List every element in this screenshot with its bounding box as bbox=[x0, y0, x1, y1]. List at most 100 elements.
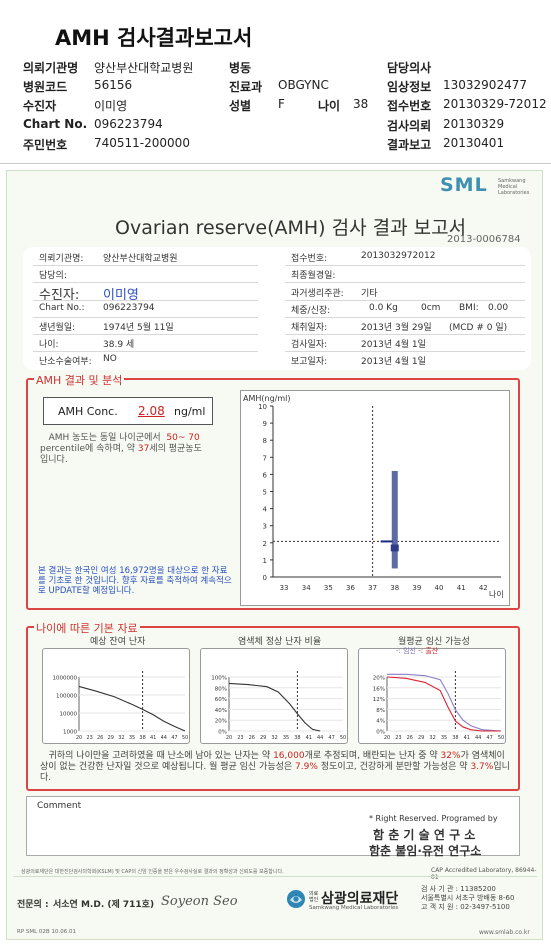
range-bar bbox=[391, 470, 398, 569]
conc-unit: ng/ml bbox=[174, 405, 206, 418]
x-tick-label: 47 bbox=[486, 735, 492, 741]
x-tick-label: 23 bbox=[395, 735, 401, 741]
summary-3: 가 염색체이상이 없는 건강한 난자일 것으로 예상됩니다. 월 평균 임신 가… bbox=[40, 751, 505, 772]
summary-5: 입니다. bbox=[40, 762, 510, 783]
footer-divider bbox=[13, 876, 537, 877]
summary-eggs: 16,000 bbox=[273, 751, 305, 761]
signer: 서소연 M.D. (제 711호) bbox=[53, 900, 155, 910]
foundation-en: Samkwang Medical Laboratories bbox=[309, 905, 399, 911]
x-tick-label: 41 bbox=[150, 735, 156, 741]
x-tick-label: 26 bbox=[97, 735, 103, 741]
top-label: 접수번호 bbox=[387, 99, 432, 113]
summary-pct: 32% bbox=[440, 751, 461, 761]
patient-label: 수진자: bbox=[39, 288, 80, 303]
divider bbox=[285, 351, 525, 352]
amh-note: 본 결과는 한국인 여성 16,972명을 대상으로 한 자료를 기초로 한 것… bbox=[38, 566, 232, 596]
amh-interpretation: AMH 농도는 동일 나이군에서 50~ 70 percentile에 속하며,… bbox=[40, 433, 232, 466]
top-value: 이미영 bbox=[94, 99, 128, 113]
x-tick-label: 35 bbox=[441, 735, 447, 741]
x-tick-label: 50 bbox=[340, 735, 346, 741]
contact-block: 검 사 기 관 : 11385200 서울특별시 서초구 방배동 8-60 고 … bbox=[421, 885, 514, 912]
contact-1: 검 사 기 관 : 11385200 bbox=[421, 885, 496, 893]
baseline-summary: 귀하의 나이만을 고려하였을 때 난소에 남아 있는 난자는 약 16,000개… bbox=[40, 751, 512, 784]
x-axis-label: 나이 bbox=[489, 589, 504, 599]
y-tick-label: 2 bbox=[263, 540, 267, 548]
mini3-legend: -: 임신 -: 출산 bbox=[396, 646, 438, 656]
y-tick-label: 1000 bbox=[63, 730, 77, 736]
draw-value: 2013년 3월 29일 bbox=[361, 323, 432, 333]
series-line bbox=[386, 676, 501, 732]
amh-section-title: AMH 결과 및 분석 bbox=[34, 372, 125, 388]
pregnancy-chance-chart: 0% 4% 8% 12% 16% 20% 20 23 26 29 32 35 38 41 44 47 50 bbox=[358, 648, 506, 744]
y-axis-label: AMH(ng/ml) bbox=[243, 394, 291, 403]
age-label: 나이: bbox=[39, 340, 59, 350]
top-label: 진료과 bbox=[229, 80, 263, 94]
y-tick-label: 0% bbox=[218, 730, 227, 736]
divider bbox=[33, 351, 258, 352]
x-tick-label: 35 bbox=[283, 735, 289, 741]
age-baseline-section: 1000000 100000 10000 1000 20 23 26 29 32 35 38 41 44… bbox=[26, 626, 520, 791]
baseline-section-title: 나이에 따른 기본 자료 bbox=[34, 620, 140, 636]
x-tick-label: 29 bbox=[418, 735, 424, 741]
weight-label: 체중/신장: bbox=[291, 306, 331, 316]
signer-label: 전문의 : bbox=[17, 900, 49, 910]
remaining-eggs-chart: 1000000 100000 10000 1000 20 23 26 29 32 35 38 41 44… bbox=[42, 648, 190, 744]
y-tick-label: 12% bbox=[373, 697, 385, 703]
age-label: 나이 bbox=[318, 99, 341, 113]
top-value: 20130329 bbox=[443, 117, 505, 131]
report-title: Ovarian reserve(AMH) 검사 결과 보고서 bbox=[115, 217, 467, 239]
x-tick-label: 32 bbox=[118, 735, 124, 741]
y-tick-label: 6 bbox=[263, 471, 268, 479]
top-label: 수진자 bbox=[23, 99, 57, 113]
x-tick-label: 38 bbox=[452, 735, 458, 741]
page-title: AMH 검사결과보고서 bbox=[55, 26, 253, 50]
age-value: 38.9 세 bbox=[103, 340, 135, 350]
y-tick-label: 1000000 bbox=[53, 676, 78, 682]
amh-age-chart: AMH(ng/ml) 나이 0 1 2 3 4 5 6 7 8 9 10 33 34 35 36 37 38 39 40… bbox=[240, 390, 510, 606]
y-tick-label: 7 bbox=[263, 454, 267, 462]
bmi-label: BMI: bbox=[459, 303, 479, 313]
bmi-value: 0.00 bbox=[488, 303, 509, 313]
top-label: Chart No. bbox=[23, 117, 88, 131]
x-tick-label: 26 bbox=[249, 735, 255, 741]
contact-2: 서울특별시 서초구 방배동 8-60 bbox=[421, 894, 515, 902]
inst-value: 양산부산대학교병원 bbox=[103, 254, 178, 264]
x-tick-label: 29 bbox=[108, 735, 114, 741]
pregnancy-chance-svg: 0% 4% 8% 12% 16% 20% 20 23 26 29 32 35 38 41 44 47 50 bbox=[373, 671, 504, 741]
x-tick-label: 38 bbox=[294, 735, 300, 741]
legend-birth: -: 출산 bbox=[418, 647, 439, 655]
x-tick-label: 47 bbox=[171, 735, 177, 741]
interp-4: 입니다. bbox=[40, 455, 68, 465]
normal-egg-ratio-chart: 0% 20% 40% 60% 80% 100% 20 23 26 29 32 35 38 41 44 47 50 bbox=[200, 648, 348, 744]
iqr-bar bbox=[390, 544, 399, 552]
legend-preg: -: 임신 bbox=[396, 647, 416, 655]
y-tick-label: 8 bbox=[263, 437, 267, 445]
divider bbox=[285, 282, 525, 283]
y-tick-label: 4 bbox=[263, 506, 268, 514]
x-tick-label: 26 bbox=[407, 735, 413, 741]
x-tick-label: 44 bbox=[317, 735, 323, 741]
x-tick-label: 20 bbox=[384, 735, 390, 741]
y-tick-label: 0% bbox=[376, 730, 385, 736]
top-value: 740511-200000 bbox=[94, 136, 190, 150]
header-separator bbox=[0, 163, 551, 164]
conc-value: 2.08 bbox=[138, 404, 165, 418]
x-tick-label: 47 bbox=[328, 735, 334, 741]
x-tick-label: 38 bbox=[390, 584, 399, 592]
mcd-value: (MCD # 0 일) bbox=[449, 323, 508, 333]
amh-analysis-section: AMH Conc. 2.08 ng/ml AMH 농도는 동일 나이군에서 50… bbox=[26, 378, 520, 610]
x-tick-label: 35 bbox=[324, 584, 333, 592]
top-label: 병원코드 bbox=[23, 80, 68, 94]
series-line bbox=[387, 673, 502, 732]
foundation-logo-icon bbox=[286, 889, 306, 909]
y-tick-label: 3 bbox=[263, 523, 267, 531]
y-tick-label: 8% bbox=[376, 708, 385, 714]
divider bbox=[33, 300, 258, 301]
x-tick-label: 39 bbox=[412, 584, 421, 592]
y-tick-label: 10 bbox=[258, 403, 267, 411]
recv-value: 2013032972012 bbox=[361, 251, 436, 261]
report-date-label: 보고일자: bbox=[291, 357, 328, 367]
top-value: OBGYNC bbox=[278, 78, 329, 92]
